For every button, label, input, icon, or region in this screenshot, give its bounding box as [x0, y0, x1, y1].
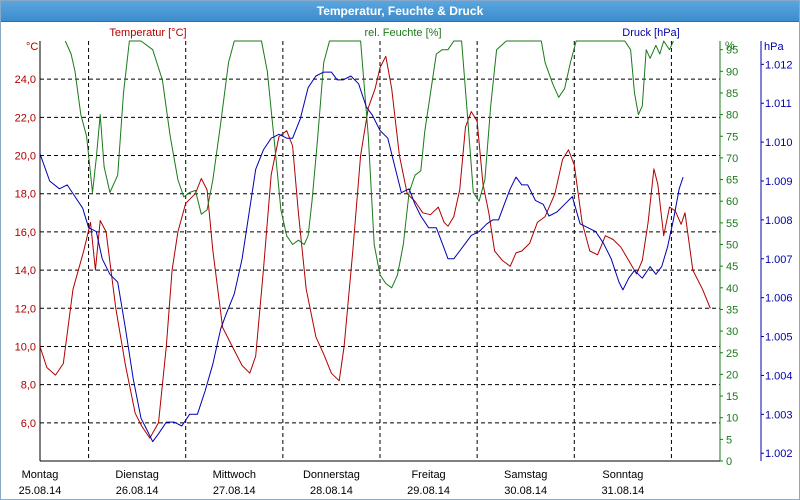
day-label: Montag 25.08.14 [19, 469, 62, 497]
day-name: Samstag [504, 469, 547, 481]
humidity-tick-label: 0 [726, 456, 732, 468]
humidity-tick-label: 85 [726, 88, 738, 100]
day-date: 27.08.14 [213, 485, 256, 497]
pressure-line [39, 71, 684, 443]
pressure-tick-label: 1.002 [765, 448, 793, 460]
day-name: Dienstag [115, 469, 158, 481]
humidity-tick-label: 60 [726, 196, 738, 208]
humidity-axis-title: rel. Feuchte [%] [364, 27, 441, 39]
temperature-tick-label: 10,0 [15, 341, 36, 353]
temperature-tick-label: 8,0 [21, 380, 36, 392]
temperature-tick-label: 24,0 [15, 74, 36, 86]
pressure-tick-label: 1.005 [765, 332, 793, 344]
temperature-axis-title: Temperatur [°C] [109, 27, 186, 39]
day-label: Mittwoch 27.08.14 [213, 469, 256, 497]
day-label: Sonntag 31.08.14 [601, 469, 644, 497]
day-name: Sonntag [602, 469, 643, 481]
humidity-tick-label: 35 [726, 304, 738, 316]
grid-lines [40, 41, 720, 461]
pressure-tick-label: 1.004 [765, 370, 793, 382]
pressure-tick-label: 1.007 [765, 254, 793, 266]
day-date: 29.08.14 [407, 485, 450, 497]
day-name: Donnerstag [303, 469, 360, 481]
temperature-tick-label: 6,0 [21, 418, 36, 430]
window-title: Temperatur, Feuchte & Druck [316, 4, 484, 18]
title-bar: Temperatur, Feuchte & Druck [1, 1, 799, 22]
day-name: Montag [22, 469, 59, 481]
temperature-line [39, 55, 711, 439]
humidity-tick-label: 95 [726, 45, 738, 57]
humidity-tick-label: 25 [726, 348, 738, 360]
axes [39, 41, 762, 462]
day-date: 25.08.14 [19, 485, 62, 497]
x-axis-labels: Montag 25.08.14 Dienstag 26.08.14 Mittwoch 27… [19, 469, 645, 497]
humidity-tick-label: 70 [726, 153, 738, 165]
day-label: Dienstag 26.08.14 [115, 469, 158, 497]
temperature-tick-label: 16,0 [15, 227, 36, 239]
temperature-tick-label: 14,0 [15, 265, 36, 277]
humidity-tick-label: 65 [726, 175, 738, 187]
humidity-tick-label: 75 [726, 131, 738, 143]
pressure-tick-label: 1.008 [765, 215, 793, 227]
day-name: Mittwoch [213, 469, 256, 481]
day-date: 26.08.14 [116, 485, 159, 497]
humidity-tick-label: 50 [726, 240, 738, 252]
day-label: Freitag 29.08.14 [407, 469, 450, 497]
humidity-tick-label: 5 [726, 434, 732, 446]
temperature-tick-label: 22,0 [15, 112, 36, 124]
pressure-tick-label: 1.010 [765, 137, 793, 149]
humidity-tick-label: 30 [726, 326, 738, 338]
tick-labels: 6,0 8,0 10,0 12,0 14,0 16,0 18,0 20,0 22,0 24,0 0 5… [15, 45, 793, 468]
pressure-tick-label: 1.003 [765, 409, 793, 421]
humidity-tick-label: 45 [726, 261, 738, 273]
humidity-tick-label: 55 [726, 218, 738, 230]
temperature-tick-label: 18,0 [15, 189, 36, 201]
pressure-axis-title: Druck [hPa] [622, 27, 679, 39]
pressure-tick-label: 1.012 [765, 59, 793, 71]
humidity-unit-label: % [725, 40, 735, 52]
humidity-line [64, 40, 674, 289]
pressure-tick-label: 1.009 [765, 176, 793, 188]
humidity-tick-label: 10 [726, 413, 738, 425]
day-label: Samstag 30.08.14 [504, 469, 547, 497]
humidity-tick-label: 20 [726, 369, 738, 381]
pressure-tick-label: 1.011 [765, 98, 792, 110]
pressure-tick-label: 1.006 [765, 293, 793, 305]
day-label: Donnerstag 28.08.14 [303, 469, 360, 497]
pressure-unit-label: hPa [764, 41, 784, 53]
temperature-tick-label: 12,0 [15, 303, 36, 315]
humidity-tick-label: 40 [726, 283, 738, 295]
temperature-tick-label: 20,0 [15, 151, 36, 163]
series-lines [39, 40, 711, 443]
humidity-tick-label: 15 [726, 391, 738, 403]
day-date: 30.08.14 [504, 485, 547, 497]
day-date: 28.08.14 [310, 485, 353, 497]
day-name: Freitag [411, 469, 445, 481]
day-date: 31.08.14 [601, 485, 644, 497]
humidity-tick-label: 80 [726, 110, 738, 122]
temperature-unit-label: °C [26, 41, 38, 53]
humidity-tick-label: 90 [726, 66, 738, 78]
